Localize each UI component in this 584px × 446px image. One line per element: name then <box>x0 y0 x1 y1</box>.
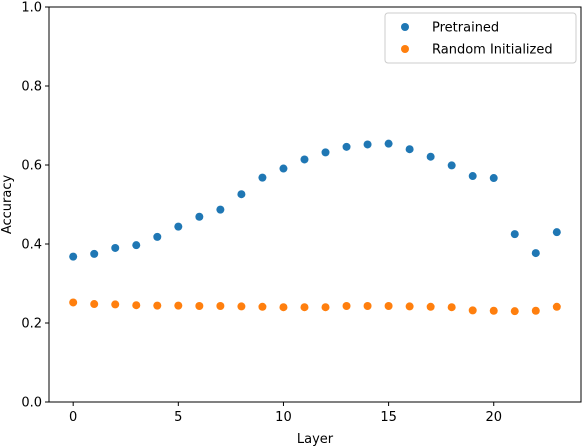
data-point <box>447 303 456 312</box>
data-point <box>90 300 99 309</box>
data-point <box>153 301 162 310</box>
data-point <box>174 222 183 231</box>
data-point <box>300 303 309 312</box>
data-point <box>174 301 183 310</box>
y-tick-label: 0.0 <box>21 396 42 411</box>
data-point <box>216 302 225 311</box>
legend-label: Pretrained <box>432 21 499 36</box>
data-point <box>195 212 204 221</box>
y-tick-label: 0.4 <box>21 238 42 253</box>
data-point <box>405 145 414 154</box>
data-point <box>426 152 435 161</box>
legend: Pretrained Random Initialized <box>384 12 577 64</box>
y-tick-label: 0.2 <box>21 317 42 332</box>
data-point <box>258 173 267 182</box>
x-axis: 0 5 10 15 20 <box>69 402 502 425</box>
x-axis-label: Layer <box>297 432 334 446</box>
data-point <box>69 298 78 307</box>
data-point <box>237 302 246 311</box>
x-tick-label: 10 <box>275 410 292 425</box>
data-point <box>552 228 561 237</box>
x-tick-label: 0 <box>69 410 77 425</box>
data-point <box>531 249 540 258</box>
data-point <box>468 306 477 315</box>
x-tick-label: 15 <box>380 410 397 425</box>
y-tick-label: 1.0 <box>21 1 42 16</box>
legend-marker <box>401 45 409 53</box>
data-point <box>321 303 330 312</box>
data-point <box>447 161 456 170</box>
data-point <box>510 230 519 239</box>
data-point <box>342 302 351 311</box>
data-point <box>111 300 120 309</box>
data-point <box>426 302 435 311</box>
series-1 <box>69 139 561 261</box>
y-axis: 0.0 0.2 0.4 0.6 0.8 1.0 <box>21 1 49 411</box>
data-point <box>531 306 540 315</box>
plot-border <box>48 6 582 403</box>
data-point <box>489 174 498 183</box>
data-point <box>195 302 204 311</box>
data-point <box>405 302 414 311</box>
y-tick-label: 0.8 <box>21 80 42 95</box>
data-point <box>237 190 246 199</box>
data-point <box>489 306 498 315</box>
y-axis-label: Accuracy <box>0 175 15 235</box>
data-point <box>510 307 519 316</box>
data-series <box>69 139 561 316</box>
data-point <box>384 139 393 148</box>
data-point <box>300 155 309 164</box>
data-point <box>90 249 99 258</box>
data-point <box>363 140 372 149</box>
plot-frame <box>48 6 582 403</box>
x-tick-label: 5 <box>174 410 182 425</box>
data-point <box>468 172 477 181</box>
data-point <box>321 148 330 157</box>
data-point <box>153 232 162 241</box>
legend-label: Random Initialized <box>432 43 553 58</box>
data-point <box>552 302 561 311</box>
data-point <box>363 302 372 311</box>
y-tick-label: 0.6 <box>21 159 42 174</box>
data-point <box>279 164 288 173</box>
data-point <box>132 301 141 310</box>
x-tick-label: 20 <box>485 410 502 425</box>
legend-marker <box>401 23 409 31</box>
data-point <box>342 142 351 151</box>
data-point <box>258 302 267 311</box>
data-point <box>279 303 288 312</box>
legend-box <box>384 12 577 64</box>
data-point <box>384 302 393 311</box>
data-point <box>216 205 225 214</box>
data-point <box>132 241 141 250</box>
data-point <box>69 252 78 261</box>
data-point <box>111 243 120 252</box>
series-2 <box>69 298 561 316</box>
